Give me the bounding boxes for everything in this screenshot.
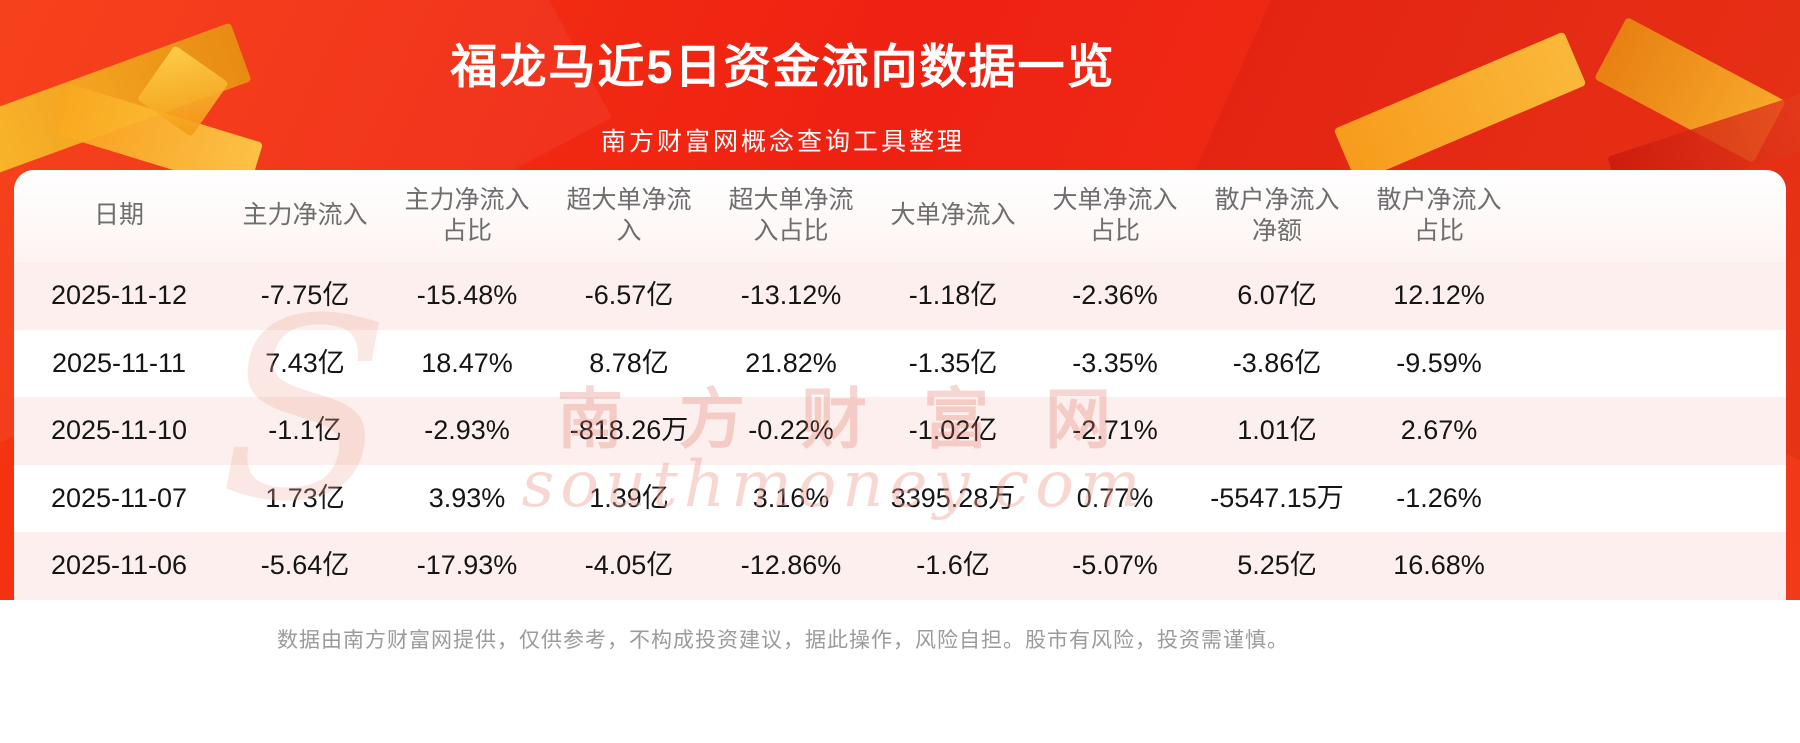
table-row: 2025-11-06 -5.64亿 -17.93% -4.05亿 -12.86% -1.6… — [14, 532, 1786, 600]
table-cell: -9.59% — [1396, 347, 1482, 378]
fund-flow-table: 日期 主力净流入 主力净流入 占比 超大单净流 入超大单净流 入占比 大单净流入 大单净流… — [14, 170, 1786, 600]
header-cell: 主力净流入 占比 — [404, 185, 530, 245]
header-cell: 大单净流入 占比 — [1052, 185, 1178, 245]
table-cell: -4.05亿 — [584, 550, 674, 581]
table-cell: -1.02亿 — [908, 415, 998, 446]
header-cell: 超大单净流 入占比 — [728, 185, 854, 245]
table-cell: 2025-11-11 — [51, 347, 187, 378]
table-cell: -818.26万 — [569, 415, 689, 446]
table-cell: -7.75亿 — [260, 279, 350, 310]
table-row: 2025-11-07 1.73亿 3.93% 1.39亿 3.16% 3395.28万 0.… — [14, 465, 1786, 533]
header-cell: 超大单净流 入 — [566, 185, 692, 245]
table-cell: -2.93% — [424, 415, 510, 446]
table-cell: -1.26% — [1396, 482, 1482, 513]
table-cell: -1.35亿 — [908, 347, 998, 378]
table-cell: -1.1亿 — [268, 415, 342, 446]
header-cell: 大单净流入 — [890, 201, 1016, 230]
table-cell: -2.71% — [1072, 415, 1158, 446]
decor-gold-ribbon-right-2 — [1594, 16, 1786, 164]
table-cell: 3.93% — [428, 482, 506, 513]
table-row: 2025-11-10 -1.1亿 -2.93% -818.26万 -0.22% -1.02… — [14, 397, 1786, 465]
table-cell: 21.82% — [745, 347, 837, 378]
table-cell: 3395.28万 — [890, 482, 1016, 513]
table-cell: -12.86% — [740, 550, 842, 581]
header-cell: 主力净流入 — [242, 201, 368, 230]
table-cell: 5.25亿 — [1237, 550, 1317, 581]
hero-banner: 福龙马近5日资金流向数据一览 南方财富网概念查询工具整理 — [0, 0, 1566, 158]
table-cell: 18.47% — [421, 347, 513, 378]
table-cell: 7.43亿 — [265, 347, 345, 378]
table-cell: -1.18亿 — [908, 279, 998, 310]
table-cell: -5.64亿 — [260, 550, 350, 581]
table-cell: -0.22% — [748, 415, 834, 446]
page-subtitle: 南方财富网概念查询工具整理 — [600, 128, 965, 156]
table-cell: 2025-11-10 — [50, 415, 188, 446]
data-table-card: 日期 主力净流入 主力净流入 占比 超大单净流 入超大单净流 入占比 大单净流入 大单净流… — [14, 170, 1786, 600]
table-cell: 1.39亿 — [589, 482, 669, 513]
table-cell: -6.57亿 — [584, 279, 674, 310]
table-cell: 1.73亿 — [265, 482, 345, 513]
table-row: 2025-11-11 7.43亿 18.47% 8.78亿 21.82% -1.35亿 -3… — [14, 330, 1786, 398]
table-cell: -15.48% — [416, 279, 518, 310]
table-cell: -5.07% — [1072, 550, 1158, 581]
header-cell: 日期 — [93, 201, 144, 230]
header-cell: 散户净流入 占比 — [1376, 185, 1502, 245]
table-cell: 6.07亿 — [1237, 279, 1317, 310]
table-cell: -2.36% — [1072, 279, 1158, 310]
page-title: 福龙马近5日资金流向数据一览 — [450, 40, 1116, 93]
table-header-row: 日期 主力净流入 主力净流入 占比 超大单净流 入超大单净流 入占比 大单净流入 大单净流… — [14, 170, 1786, 262]
table-cell: 3.16% — [752, 482, 830, 513]
table-cell: 2.67% — [1400, 415, 1478, 446]
table-cell: -3.35% — [1072, 347, 1158, 378]
table-cell: 8.78亿 — [589, 347, 669, 378]
table-cell: 2025-11-12 — [50, 279, 188, 310]
table-row: 2025-11-12 -7.75亿 -15.48% -6.57亿 -13.12% -1.1… — [14, 262, 1786, 330]
table-cell: 16.68% — [1393, 550, 1485, 581]
header-cell: 散户净流入 净额 — [1214, 185, 1340, 245]
table-cell: -5547.15万 — [1210, 482, 1344, 513]
table-cell: -1.6亿 — [916, 550, 990, 581]
watermark-logo-s: S — [219, 265, 391, 556]
table-cell: 12.12% — [1393, 279, 1485, 310]
table-cell: -3.86亿 — [1232, 347, 1322, 378]
table-cell: 2025-11-06 — [50, 550, 188, 581]
table-cell: 2025-11-07 — [50, 482, 188, 513]
table-cell: 1.01亿 — [1237, 415, 1317, 446]
table-cell: -17.93% — [416, 550, 518, 581]
table-cell: 0.77% — [1076, 482, 1154, 513]
footer: 数据由南方财富网提供，仅供参考，不构成投资建议，据此操作，风险自担。股市有风险，… — [0, 600, 1566, 743]
table-cell: -13.12% — [740, 279, 842, 310]
footer-disclaimer: 数据由南方财富网提供，仅供参考，不构成投资建议，据此操作，风险自担。股市有风险，… — [277, 629, 1289, 652]
